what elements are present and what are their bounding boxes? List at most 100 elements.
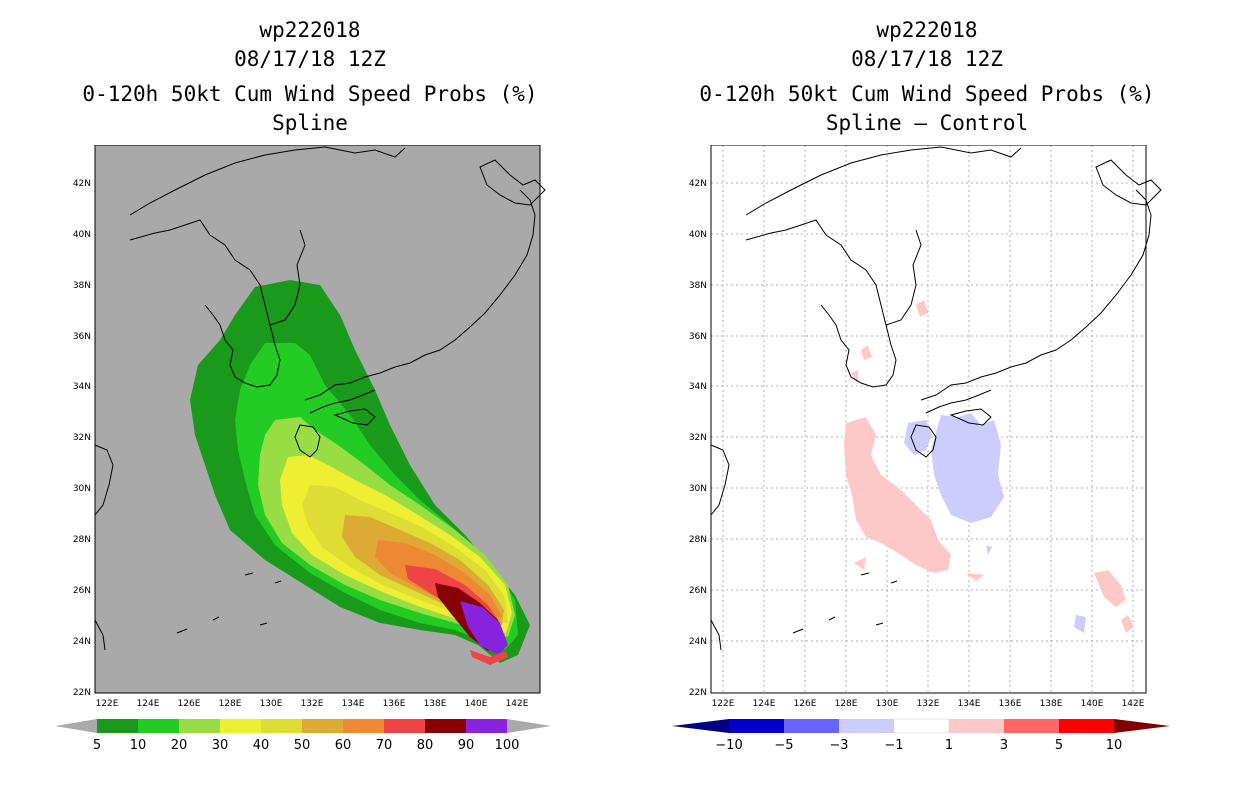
- lon-label: 134E: [342, 699, 365, 709]
- colorbar-under-arrow: [55, 719, 97, 733]
- colorbar-label: −5: [774, 738, 793, 753]
- colorbar-over-arrow: [507, 719, 551, 733]
- lon-label: 124E: [137, 699, 160, 709]
- colorbar-swatch: [261, 719, 302, 733]
- colorbar-label: 3: [1000, 738, 1008, 753]
- colorbar-label: 20: [171, 738, 188, 753]
- lat-label: 28N: [689, 535, 707, 545]
- colorbar-swatch: [893, 718, 950, 734]
- colorbar-swatch: [839, 719, 894, 733]
- lat-label: 32N: [689, 433, 707, 443]
- lon-label: 138E: [1040, 699, 1063, 709]
- left-probability-map: 42N 40N 38N 36N 34N 32N 30N 28N 26N 24N …: [60, 145, 550, 710]
- prob-band-edge: [470, 650, 508, 665]
- right-datetime: 08/17/18 12Z: [851, 47, 1003, 71]
- right-storm-id: wp222018: [876, 18, 978, 42]
- right-colorbar: −10 −5 −3 −1 1 3 5 10: [672, 718, 1170, 753]
- diff-pink-main: [844, 417, 951, 573]
- colorbar-swatch: [784, 719, 839, 733]
- diff-pink-small-1: [861, 345, 872, 360]
- diff-blue-small-1: [904, 420, 932, 455]
- colorbar-label: 90: [458, 738, 475, 753]
- lat-label: 38N: [73, 281, 91, 291]
- lon-label: 142E: [1122, 699, 1145, 709]
- lat-label: 22N: [689, 688, 707, 698]
- lon-label: 124E: [753, 699, 776, 709]
- colorbar-swatch: [179, 719, 220, 733]
- colorbar-label: 30: [212, 738, 229, 753]
- right-chart-title: 0-120h 50kt Cum Wind Speed Probs (%): [699, 82, 1155, 106]
- colorbar-label: 10: [1106, 738, 1123, 753]
- colorbar-swatch: [384, 719, 425, 733]
- left-title-block: wp222018 08/17/18 12Z 0-120h 50kt Cum Wi…: [20, 16, 600, 138]
- left-chart-title: 0-120h 50kt Cum Wind Speed Probs (%): [82, 82, 538, 106]
- lon-label: 128E: [835, 699, 858, 709]
- diff-blue-small-2: [1074, 615, 1086, 633]
- lon-label: 126E: [178, 699, 201, 709]
- colorbar-label: 1: [945, 738, 953, 753]
- lat-label: 24N: [73, 637, 91, 647]
- colorbar-over-arrow: [1114, 719, 1170, 733]
- colorbar-swatch: [729, 719, 784, 733]
- lon-label: 140E: [465, 699, 488, 709]
- right-lon-axis: 122E 124E 126E 128E 130E 132E 134E 136E …: [712, 699, 1145, 709]
- diff-blue-main: [931, 413, 1004, 523]
- colorbar-swatch: [138, 719, 179, 733]
- left-lon-axis: 122E 124E 126E 128E 130E 132E 134E 136E …: [96, 699, 529, 709]
- colorbar-label: 80: [417, 738, 434, 753]
- left-probability-contours: [190, 280, 530, 665]
- left-colorbar: 5 10 20 30 40 50 60 70 80 90 100: [55, 719, 551, 753]
- prob-band-90: [460, 601, 508, 655]
- colorbar-swatch: [949, 719, 1004, 733]
- lon-label: 138E: [424, 699, 447, 709]
- lon-label: 136E: [999, 699, 1022, 709]
- diff-pink-small-2: [916, 300, 928, 317]
- right-difference-map: 42N 40N 38N 36N 34N 32N 30N 28N 26N 24N …: [676, 145, 1166, 710]
- diff-pink-small-7: [854, 557, 866, 570]
- lat-label: 26N: [689, 586, 707, 596]
- diff-blue-small-3: [986, 545, 992, 555]
- diff-pink-small-4: [966, 573, 984, 581]
- lat-label: 30N: [73, 484, 91, 494]
- colorbar-label: 5: [93, 738, 101, 753]
- colorbar-label: 5: [1055, 738, 1063, 753]
- colorbar-under-arrow: [672, 719, 729, 733]
- lat-label: 22N: [73, 688, 91, 698]
- lon-label: 130E: [876, 699, 899, 709]
- colorbar-swatch: [343, 719, 384, 733]
- left-chart-subtitle: Spline: [272, 111, 348, 135]
- colorbar-label: −3: [829, 738, 848, 753]
- lat-label: 34N: [73, 382, 91, 392]
- diff-pink-small-5: [1094, 570, 1126, 607]
- lat-label: 26N: [73, 586, 91, 596]
- lat-label: 40N: [73, 230, 91, 240]
- colorbar-label: 100: [495, 738, 520, 753]
- diff-pink-small-3: [851, 370, 858, 385]
- lon-label: 122E: [712, 699, 735, 709]
- colorbar-label: 10: [130, 738, 147, 753]
- colorbar-label: 70: [376, 738, 393, 753]
- lon-label: 132E: [917, 699, 940, 709]
- left-datetime: 08/17/18 12Z: [234, 47, 386, 71]
- lat-label: 30N: [689, 484, 707, 494]
- lat-label: 32N: [73, 433, 91, 443]
- lat-label: 24N: [689, 637, 707, 647]
- colorbar-label: 50: [294, 738, 311, 753]
- right-difference-contours: [844, 300, 1134, 633]
- lon-label: 134E: [958, 699, 981, 709]
- right-title-block: wp222018 08/17/18 12Z 0-120h 50kt Cum Wi…: [637, 16, 1217, 138]
- lon-label: 126E: [794, 699, 817, 709]
- right-chart-subtitle: Spline – Control: [825, 111, 1029, 135]
- lat-label: 36N: [689, 332, 707, 342]
- lat-label: 28N: [73, 535, 91, 545]
- lon-label: 130E: [260, 699, 283, 709]
- lon-label: 128E: [219, 699, 242, 709]
- right-lat-axis: 42N 40N 38N 36N 34N 32N 30N 28N 26N 24N …: [689, 179, 707, 698]
- colorbar-swatch: [302, 719, 343, 733]
- lat-label: 34N: [689, 382, 707, 392]
- lon-label: 132E: [301, 699, 324, 709]
- colorbar-swatch: [466, 719, 507, 733]
- colorbar-label: −1: [884, 738, 903, 753]
- diff-pink-small-6: [1121, 615, 1134, 633]
- lon-label: 122E: [96, 699, 119, 709]
